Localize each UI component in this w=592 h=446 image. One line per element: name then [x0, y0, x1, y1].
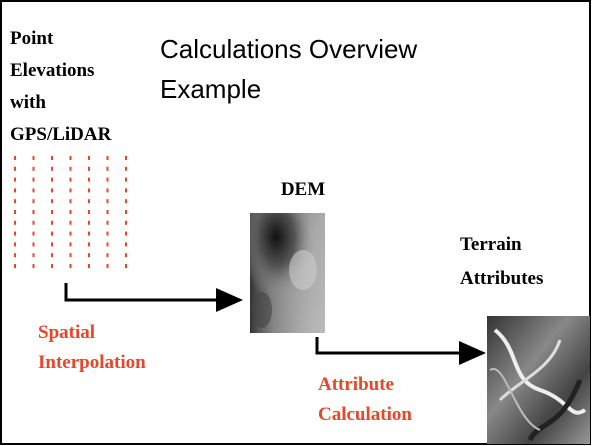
dem-label: DEM [281, 179, 325, 200]
input-label: Elevations [10, 60, 94, 81]
input-label: GPS/LiDAR [10, 124, 112, 145]
terrain-label: Attributes [460, 268, 543, 289]
terrain-image [487, 316, 590, 444]
slide: Calculations Overview Example Point Elev… [0, 0, 592, 446]
title-line: Calculations Overview [160, 34, 417, 64]
terrain-label: Terrain [460, 234, 522, 255]
input-label: Point [10, 28, 54, 49]
title-line: Example [160, 74, 261, 104]
input-label: with [10, 92, 46, 113]
step-label: Spatial [38, 322, 95, 343]
step-label: Attribute [318, 374, 394, 395]
dem-image [250, 213, 325, 333]
page: Calculations Overview Example Point Elev… [0, 0, 592, 446]
step-label: Calculation [318, 404, 412, 425]
step-label: Interpolation [38, 352, 146, 373]
